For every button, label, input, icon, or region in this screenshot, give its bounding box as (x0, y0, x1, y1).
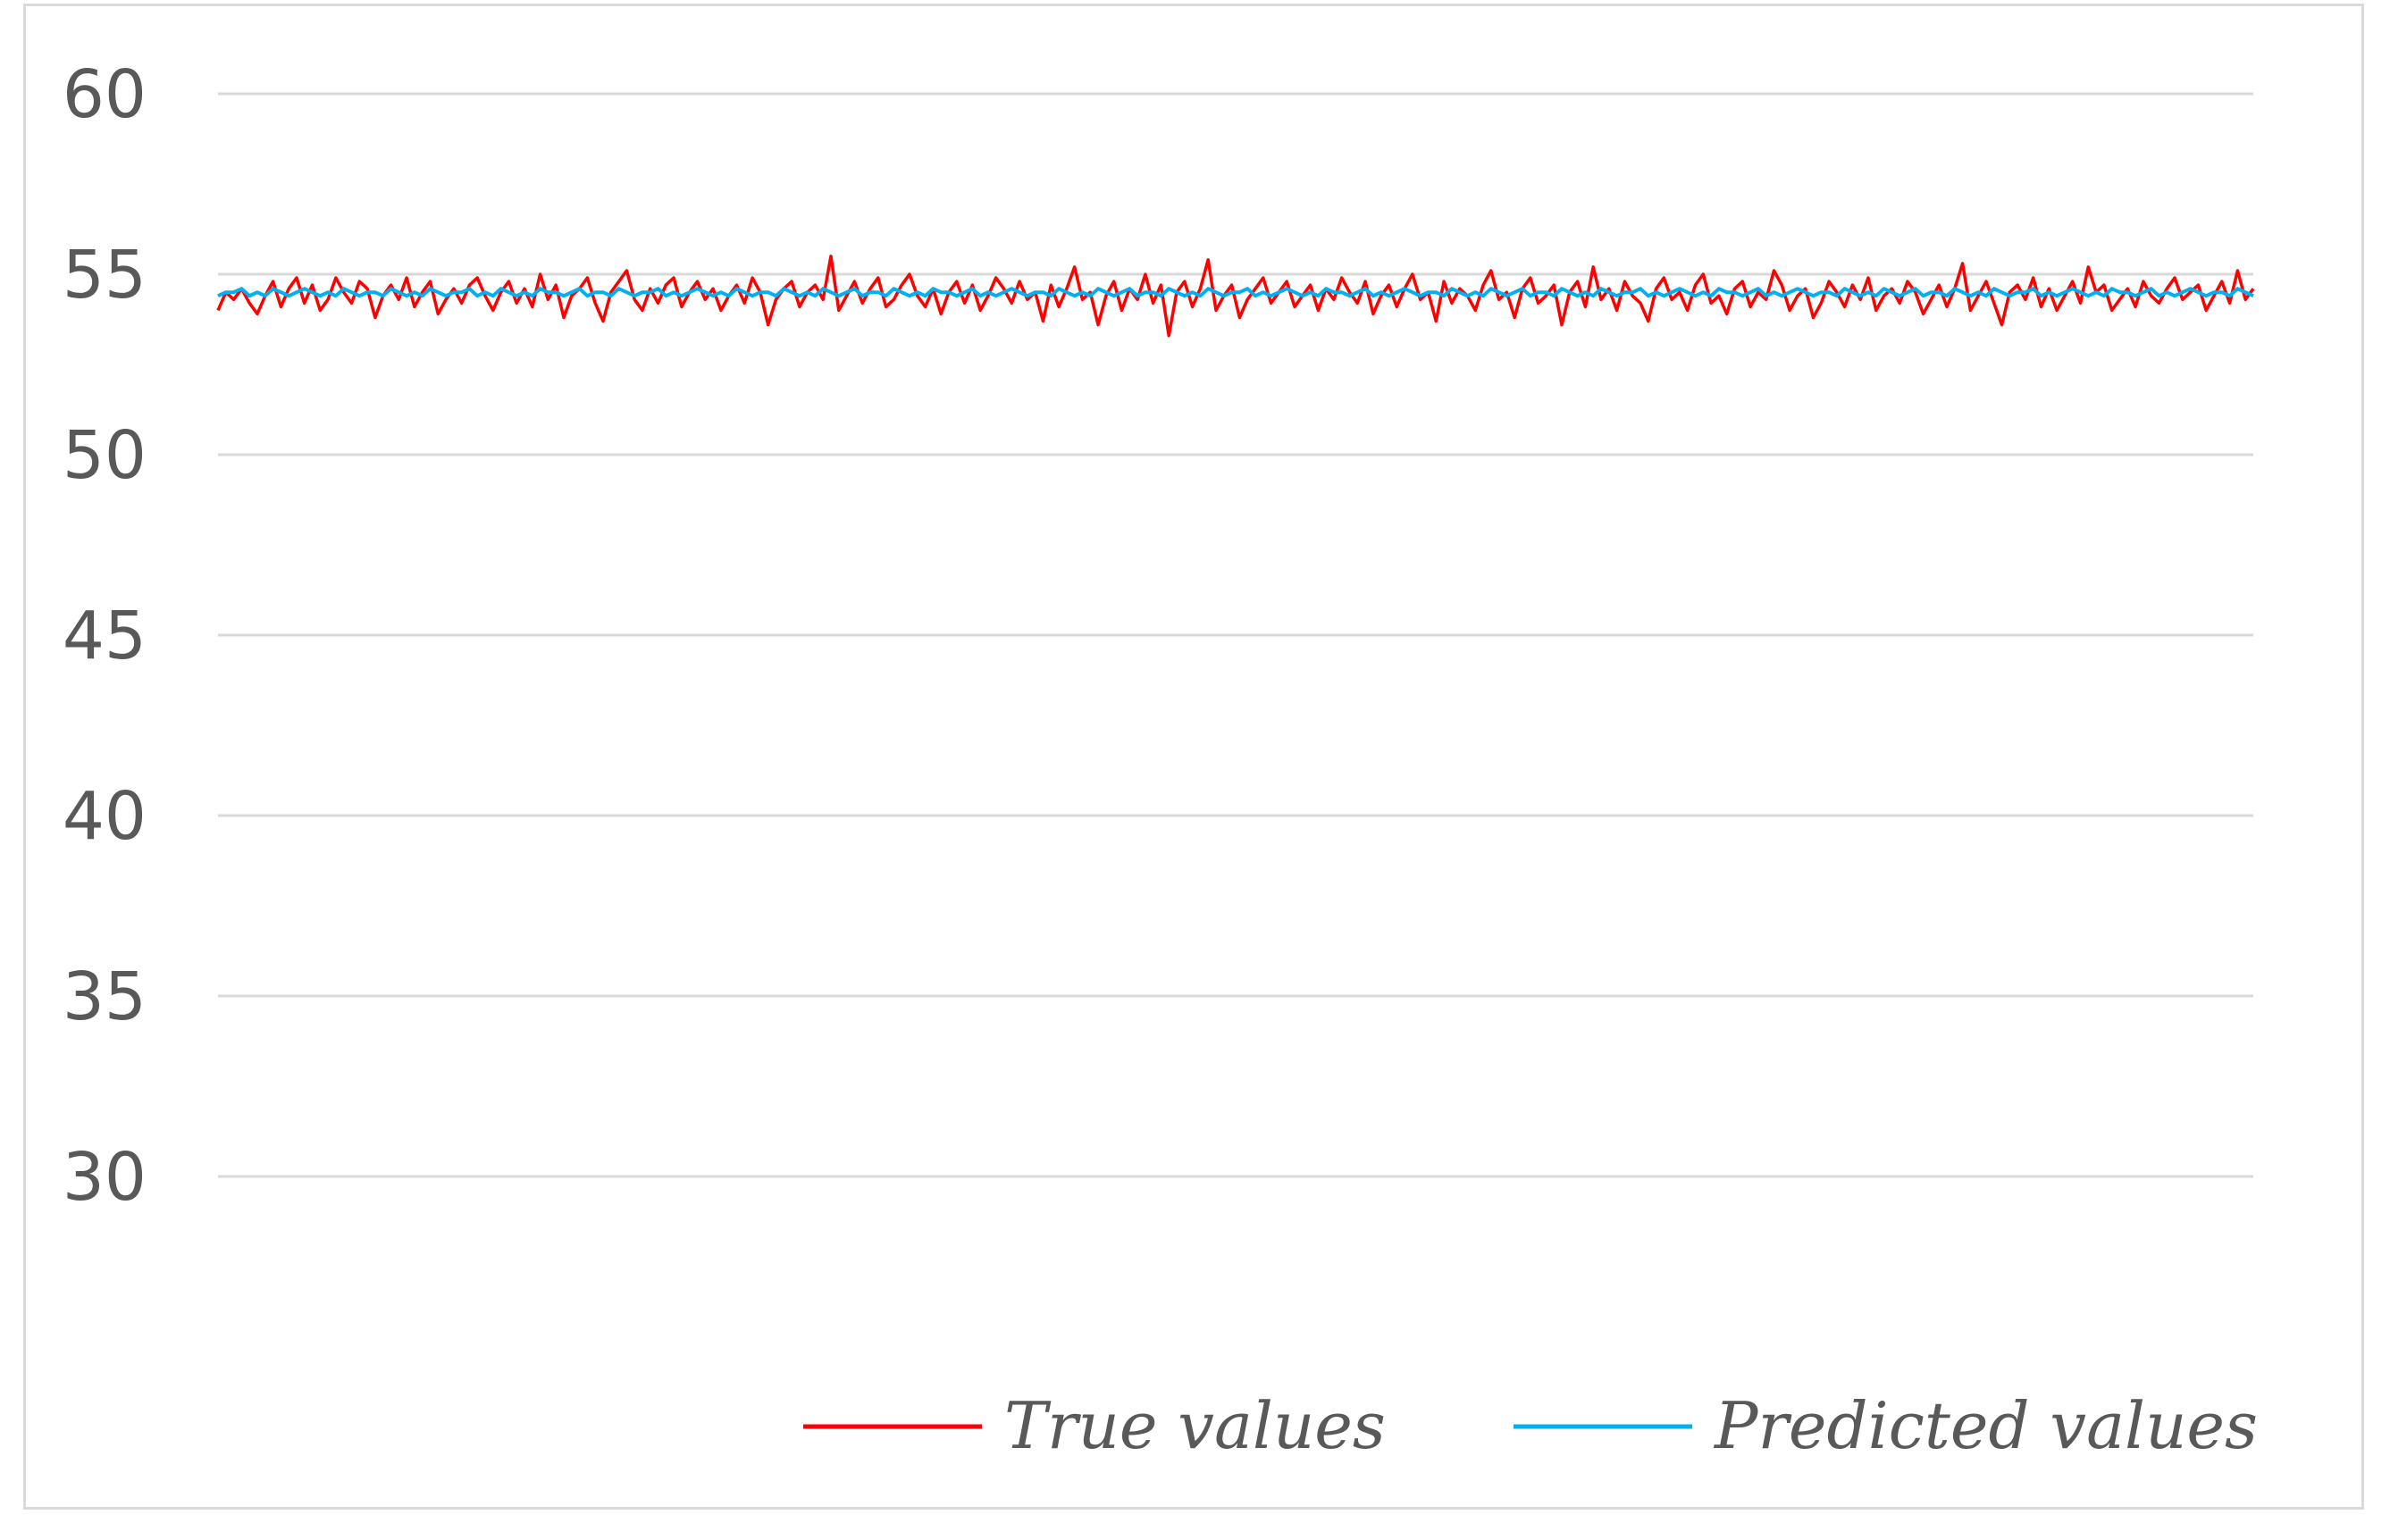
y-tick-label-40: 40 (63, 778, 147, 855)
y-tick-label-50: 50 (63, 417, 147, 494)
y-tick-label-35: 35 (63, 958, 147, 1035)
legend: True values Predicted values (803, 1388, 2258, 1463)
y-tick-label-45: 45 (63, 598, 147, 674)
legend-label: Predicted values (1713, 1388, 2258, 1463)
legend-item-predicted-values: Predicted values (1514, 1388, 2258, 1463)
series-line-predicted-values (217, 287, 2254, 298)
y-tick-label-30: 30 (63, 1139, 147, 1216)
line-chart: 60 55 50 45 40 35 30 True values Predicted valu… (63, 56, 2258, 1463)
y-tick-label-55: 55 (63, 237, 147, 314)
chart-frame: 60 55 50 45 40 35 30 True values Predicted valu… (23, 4, 2364, 1510)
y-axis-ticks: 60 55 50 45 40 35 30 (63, 56, 147, 1216)
series-lines (216, 255, 2255, 338)
legend-label: True values (1004, 1388, 1386, 1463)
legend-item-true-values: True values (803, 1388, 1386, 1463)
y-tick-label-60: 60 (63, 56, 147, 133)
gridlines (218, 92, 2253, 1178)
